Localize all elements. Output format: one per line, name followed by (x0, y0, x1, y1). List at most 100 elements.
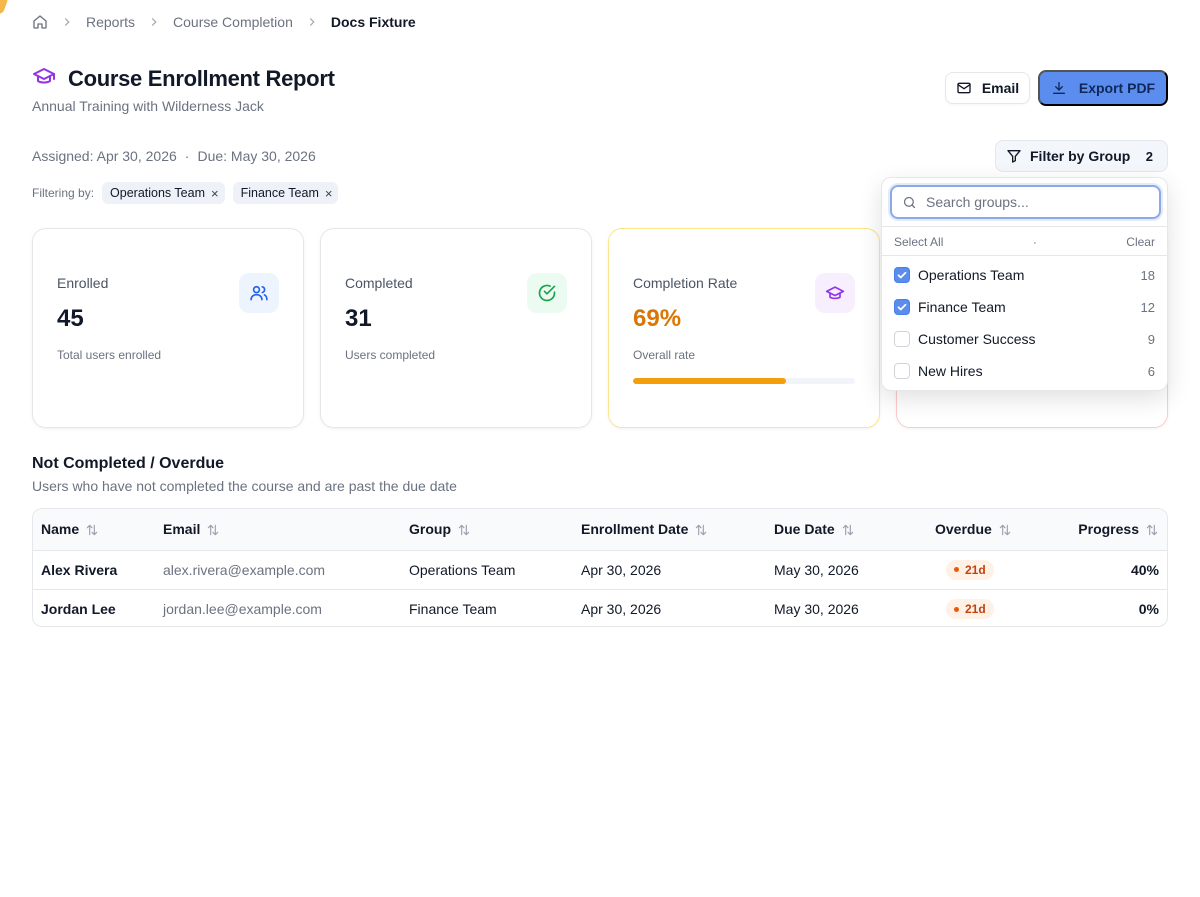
clear-button[interactable]: Clear (1126, 235, 1155, 249)
column-header-email[interactable]: Email (155, 509, 401, 550)
filter-icon (1006, 148, 1022, 164)
group-option-label: New Hires (918, 363, 983, 379)
stat-label: Completion Rate (633, 275, 738, 291)
breadcrumb-course-completion[interactable]: Course Completion (173, 14, 293, 30)
page-subtitle: Annual Training with Wilderness Jack (32, 98, 264, 114)
stat-value: 31 (345, 305, 372, 332)
checkbox[interactable] (894, 331, 910, 347)
cell-progress: 40% (1130, 561, 1159, 578)
cell-email: alex.rivera@example.com (163, 561, 326, 578)
column-header-name[interactable]: Name (33, 509, 155, 550)
section-title: Not Completed / Overdue (32, 455, 225, 472)
completion-progress-bar (633, 378, 855, 384)
assigned-date: Assigned: Apr 30, 2026 (32, 148, 177, 164)
group-option-label: Customer Success (918, 331, 1036, 347)
filter-chip-operations-team: Operations Team × (102, 182, 225, 204)
check-circle-icon (527, 273, 567, 313)
checkbox[interactable] (894, 363, 910, 379)
email-button[interactable]: Email (945, 72, 1030, 104)
group-search-box (890, 185, 1161, 219)
cell-progress: 0% (1138, 600, 1159, 617)
dropdown-actions: Select All · Clear (894, 235, 1155, 249)
group-option-count: 18 (1140, 267, 1155, 283)
overdue-badge: 21d (946, 599, 994, 619)
download-icon (1051, 80, 1067, 96)
group-option-label: Finance Team (918, 299, 1006, 315)
close-icon[interactable]: × (211, 185, 219, 201)
dot-icon (954, 606, 959, 612)
chevron-right-icon (305, 15, 319, 29)
active-filters: Filtering by: Operations Team × Finance … (32, 182, 339, 204)
cell-overdue: 21d (927, 550, 1047, 589)
cell-overdue: 21d (927, 589, 1047, 626)
sort-icon (85, 523, 99, 537)
users-icon (239, 273, 279, 313)
close-icon[interactable]: × (324, 185, 333, 201)
stat-label: Completed (345, 275, 413, 291)
corner-decoration (0, 0, 10, 16)
page-title: Course Enrollment Report (68, 65, 335, 91)
filter-chip-finance-team: Finance Team × (232, 182, 339, 204)
breadcrumb-current: Docs Fixture (330, 14, 416, 30)
export-pdf-label: Export PDF (1078, 80, 1156, 96)
dot-icon (954, 567, 959, 573)
chip-label: Finance Team (240, 186, 319, 200)
table-header-row: Name Email Group Enrollment Date Due Dat… (33, 509, 1167, 550)
group-option-count: 12 (1140, 299, 1155, 315)
page-header: Course Enrollment Report (32, 64, 335, 93)
due-date: Due: May 30, 2026 (197, 148, 316, 164)
cell-group: Operations Team (409, 561, 516, 578)
stat-card-completion-rate: Completion Rate 69% Overall rate (608, 228, 880, 428)
stat-subtext: Total users enrolled (57, 348, 162, 362)
checkbox-checked[interactable] (894, 299, 910, 315)
select-all-button[interactable]: Select All (894, 235, 944, 249)
cell-name: Jordan Lee (41, 600, 116, 617)
cell-due-date: May 30, 2026 (774, 600, 859, 617)
group-option-count: 6 (1147, 363, 1155, 379)
column-header-enrollment-date[interactable]: Enrollment Date (573, 509, 766, 550)
dates-separator: · (184, 148, 190, 164)
column-header-overdue[interactable]: Overdue (927, 509, 1047, 550)
checkbox-checked[interactable] (894, 267, 910, 283)
group-option-operations-team[interactable]: Operations Team 18 (894, 259, 1155, 291)
stat-label: Enrolled (57, 275, 109, 291)
cell-due-date: May 30, 2026 (774, 561, 859, 578)
cell-email: jordan.lee@example.com (163, 600, 322, 617)
sort-icon (457, 523, 471, 537)
stat-card-completed: Completed 31 Users completed (320, 228, 592, 428)
divider (882, 255, 1167, 256)
filter-button-label: Filter by Group (1030, 148, 1131, 164)
chevron-right-icon (147, 15, 161, 29)
group-option-finance-team[interactable]: Finance Team 12 (894, 291, 1155, 323)
group-option-customer-success[interactable]: Customer Success 9 (894, 323, 1155, 355)
sort-icon (841, 523, 855, 537)
actions-separator: · (1032, 235, 1037, 249)
stat-value: 45 (57, 305, 84, 332)
sort-icon (206, 523, 220, 537)
filter-count-badge: 2 (1145, 149, 1153, 164)
assignment-dates: Assigned: Apr 30, 2026 · Due: May 30, 2026 (32, 148, 316, 164)
breadcrumb-reports[interactable]: Reports (86, 14, 136, 30)
stat-subtext: Overall rate (633, 348, 696, 362)
export-pdf-button[interactable]: Export PDF (1038, 70, 1168, 106)
completion-progress-fill (633, 378, 787, 384)
stat-card-enrolled: Enrolled 45 Total users enrolled (32, 228, 304, 428)
overdue-table: Name Email Group Enrollment Date Due Dat… (32, 508, 1168, 627)
home-icon[interactable] (32, 14, 48, 30)
group-option-new-hires[interactable]: New Hires 6 (894, 355, 1155, 387)
filter-by-group-button[interactable]: Filter by Group 2 (995, 140, 1168, 172)
table-row[interactable]: Jordan Lee jordan.lee@example.com Financ… (33, 589, 1167, 626)
column-header-group[interactable]: Group (401, 509, 573, 550)
graduation-cap-icon (815, 273, 855, 313)
overdue-badge: 21d (946, 559, 994, 580)
column-header-progress[interactable]: Progress (1047, 509, 1167, 550)
stat-subtext: Users completed (345, 348, 436, 362)
cell-name: Alex Rivera (41, 561, 118, 578)
chip-label: Operations Team (110, 186, 205, 200)
group-search-input[interactable] (926, 194, 1146, 210)
column-header-due-date[interactable]: Due Date (766, 509, 927, 550)
breadcrumb: Reports Course Completion Docs Fixture (32, 13, 416, 31)
chevron-right-icon (60, 15, 74, 29)
table-row[interactable]: Alex Rivera alex.rivera@example.com Oper… (33, 550, 1167, 589)
cell-enrollment-date: Apr 30, 2026 (581, 561, 662, 578)
